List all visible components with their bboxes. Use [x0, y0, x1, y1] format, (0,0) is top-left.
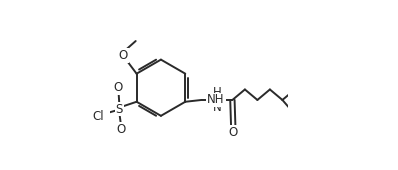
Text: S: S	[116, 103, 123, 116]
Text: NH: NH	[207, 94, 225, 106]
Text: O: O	[117, 123, 126, 136]
Text: O: O	[229, 126, 238, 139]
Text: O: O	[114, 81, 123, 94]
Text: O: O	[118, 49, 128, 62]
Text: Cl: Cl	[93, 110, 104, 123]
Text: H
N: H N	[213, 86, 221, 114]
